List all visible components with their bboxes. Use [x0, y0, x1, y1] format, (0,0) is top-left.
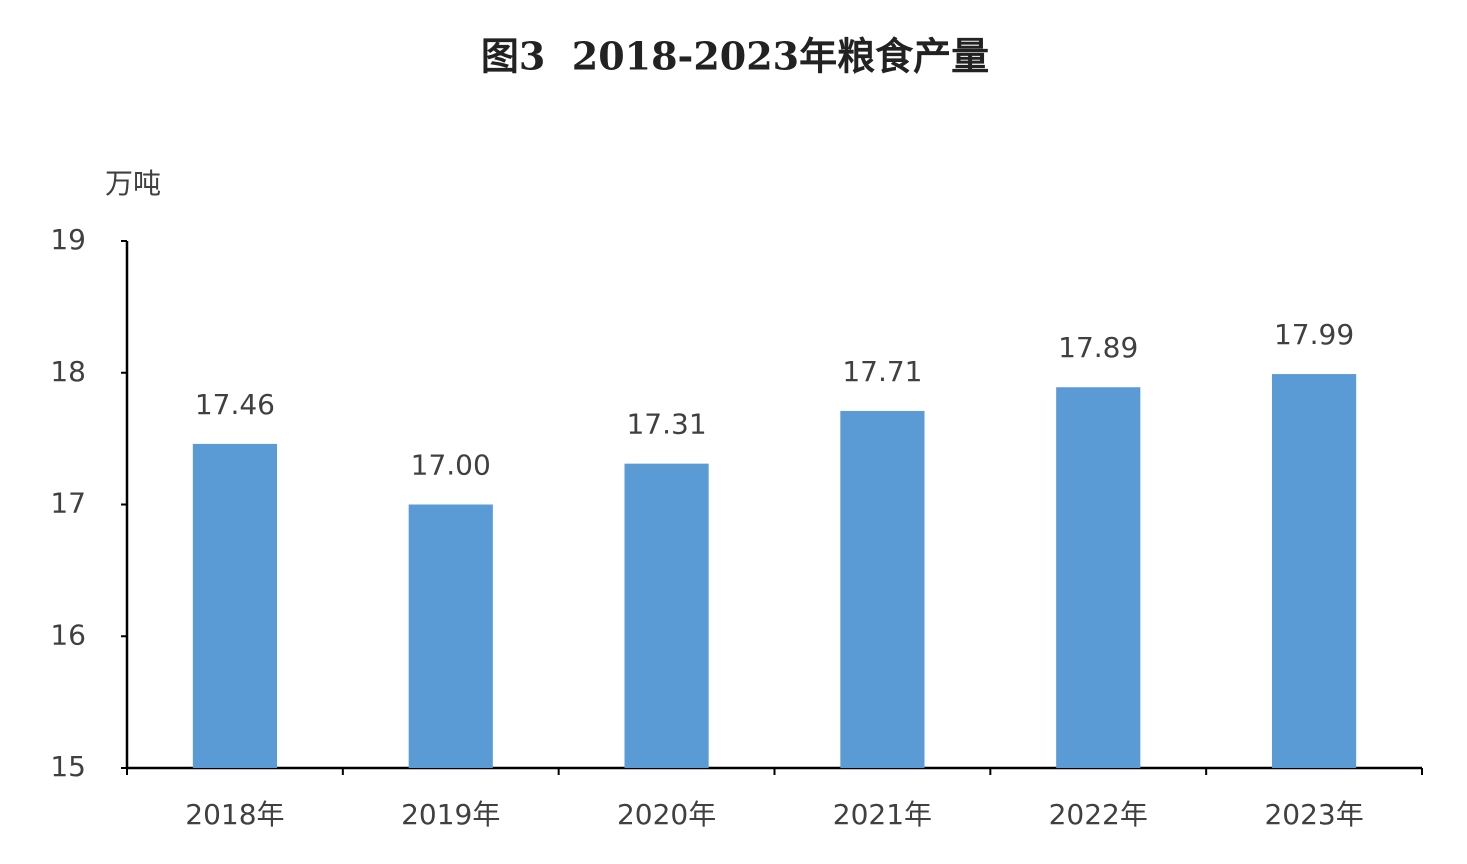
x-tick-label: 2021年: [833, 798, 932, 831]
value-label: 17.31: [626, 408, 706, 441]
bar: [840, 410, 925, 768]
value-label: 17.71: [842, 355, 922, 388]
y-tick-label: 19: [50, 223, 86, 256]
y-tick-label: 17: [50, 487, 86, 520]
y-tick-label: 15: [50, 750, 86, 783]
y-tick-label: 18: [50, 355, 86, 388]
value-label: 17.89: [1058, 331, 1138, 364]
value-label: 17.00: [411, 449, 491, 482]
bar: [624, 463, 709, 768]
chart-title: 图3 2018-2023年粮食产量: [481, 34, 989, 79]
x-tick-label: 2018年: [185, 798, 284, 831]
bar: [1056, 387, 1141, 768]
value-label: 17.99: [1274, 318, 1354, 351]
bar: [408, 504, 493, 768]
x-tick-label: 2023年: [1264, 798, 1363, 831]
x-tick-label: 2019年: [401, 798, 500, 831]
bar: [1271, 374, 1357, 768]
x-tick-label: 2020年: [617, 798, 716, 831]
value-label: 17.46: [195, 388, 275, 421]
y-tick-label: 16: [50, 618, 86, 651]
y-axis-label: 万吨: [105, 167, 161, 200]
x-tick-label: 2022年: [1049, 798, 1148, 831]
bar: [192, 443, 278, 768]
